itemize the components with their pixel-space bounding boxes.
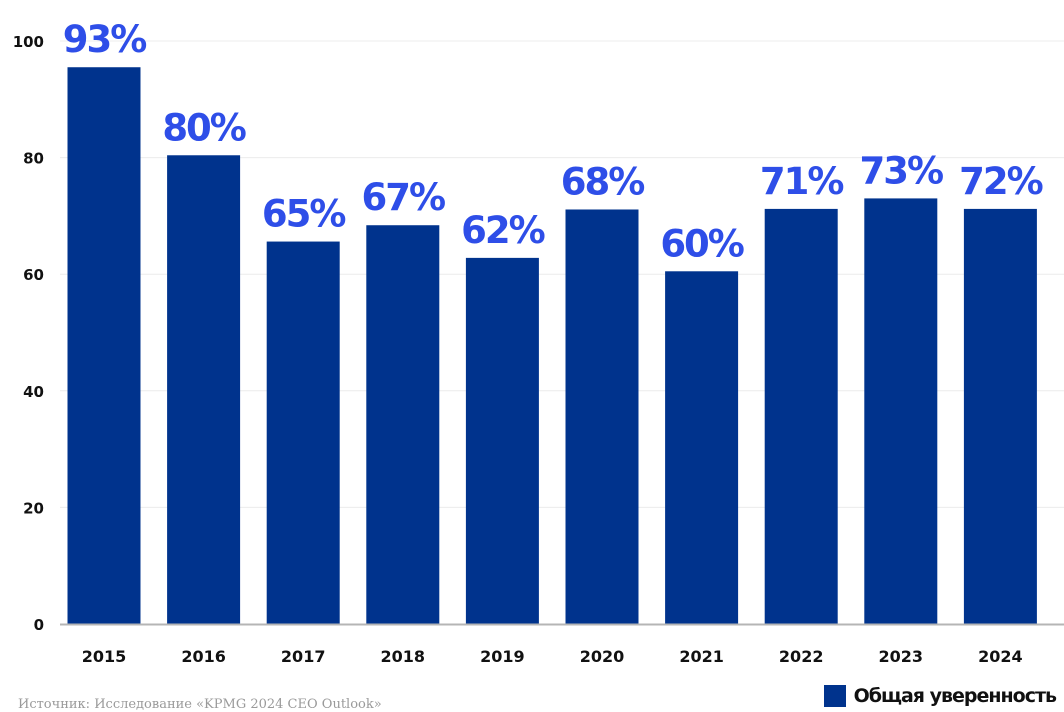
data-label-2024: 72% (959, 160, 1042, 203)
legend-label: Общая уверенность (853, 685, 1057, 707)
bar-2021 (665, 271, 739, 624)
x-tick-label: 2021 (679, 647, 724, 666)
data-label-2016: 80% (162, 106, 245, 149)
x-tick-label: 2020 (580, 647, 625, 666)
legend: Общая уверенность (823, 685, 1057, 707)
bars (67, 67, 1037, 625)
x-tick-label: 2024 (978, 647, 1023, 666)
y-axis-ticks: 0 20 40 60 80 100 (13, 33, 44, 634)
data-label-2018: 67% (362, 176, 445, 219)
data-labels: 93% 80% 65% 67% 62% 68% 60% 71% 73% 72% (63, 18, 1045, 265)
bar-chart: 0 20 40 60 80 100 2015 2016 2017 2018 2019 2020 202… (13, 18, 1064, 666)
x-tick-label: 2023 (879, 647, 924, 666)
y-tick-label: 100 (13, 33, 44, 51)
legend-swatch (823, 685, 846, 707)
bar-2020 (565, 209, 639, 624)
bar-2017 (266, 241, 340, 624)
x-tick-label: 2016 (181, 647, 226, 666)
data-label-2021: 60% (660, 222, 743, 265)
x-tick-label: 2022 (779, 647, 824, 666)
data-label-2019: 62% (461, 209, 544, 252)
data-label-2015: 93% (63, 18, 146, 61)
bar-2019 (465, 257, 539, 624)
data-label-2022: 71% (760, 160, 843, 203)
y-tick-label: 80 (23, 150, 44, 168)
data-label-2023: 73% (860, 149, 943, 192)
bar-2024 (963, 208, 1037, 625)
bar-2015 (67, 67, 141, 625)
data-label-2017: 65% (262, 193, 345, 236)
source-note: Источник: Исследование «KPMG 2024 CEO Ou… (18, 697, 382, 712)
x-tick-label: 2018 (381, 647, 426, 666)
data-label-2020: 68% (561, 160, 644, 203)
bar-2016 (167, 155, 241, 624)
x-tick-label: 2019 (480, 647, 525, 666)
bar-2018 (366, 225, 440, 624)
x-tick-label: 2015 (82, 647, 127, 666)
y-tick-label: 60 (23, 266, 44, 284)
y-tick-label: 0 (34, 616, 44, 634)
bar-2023 (864, 198, 938, 624)
x-axis-ticks: 2015 2016 2017 2018 2019 2020 2021 2022 2023 2024 (82, 647, 1023, 666)
y-tick-label: 40 (23, 383, 44, 401)
bar-2022 (764, 208, 838, 625)
x-tick-label: 2017 (281, 647, 326, 666)
y-tick-label: 20 (23, 499, 44, 517)
